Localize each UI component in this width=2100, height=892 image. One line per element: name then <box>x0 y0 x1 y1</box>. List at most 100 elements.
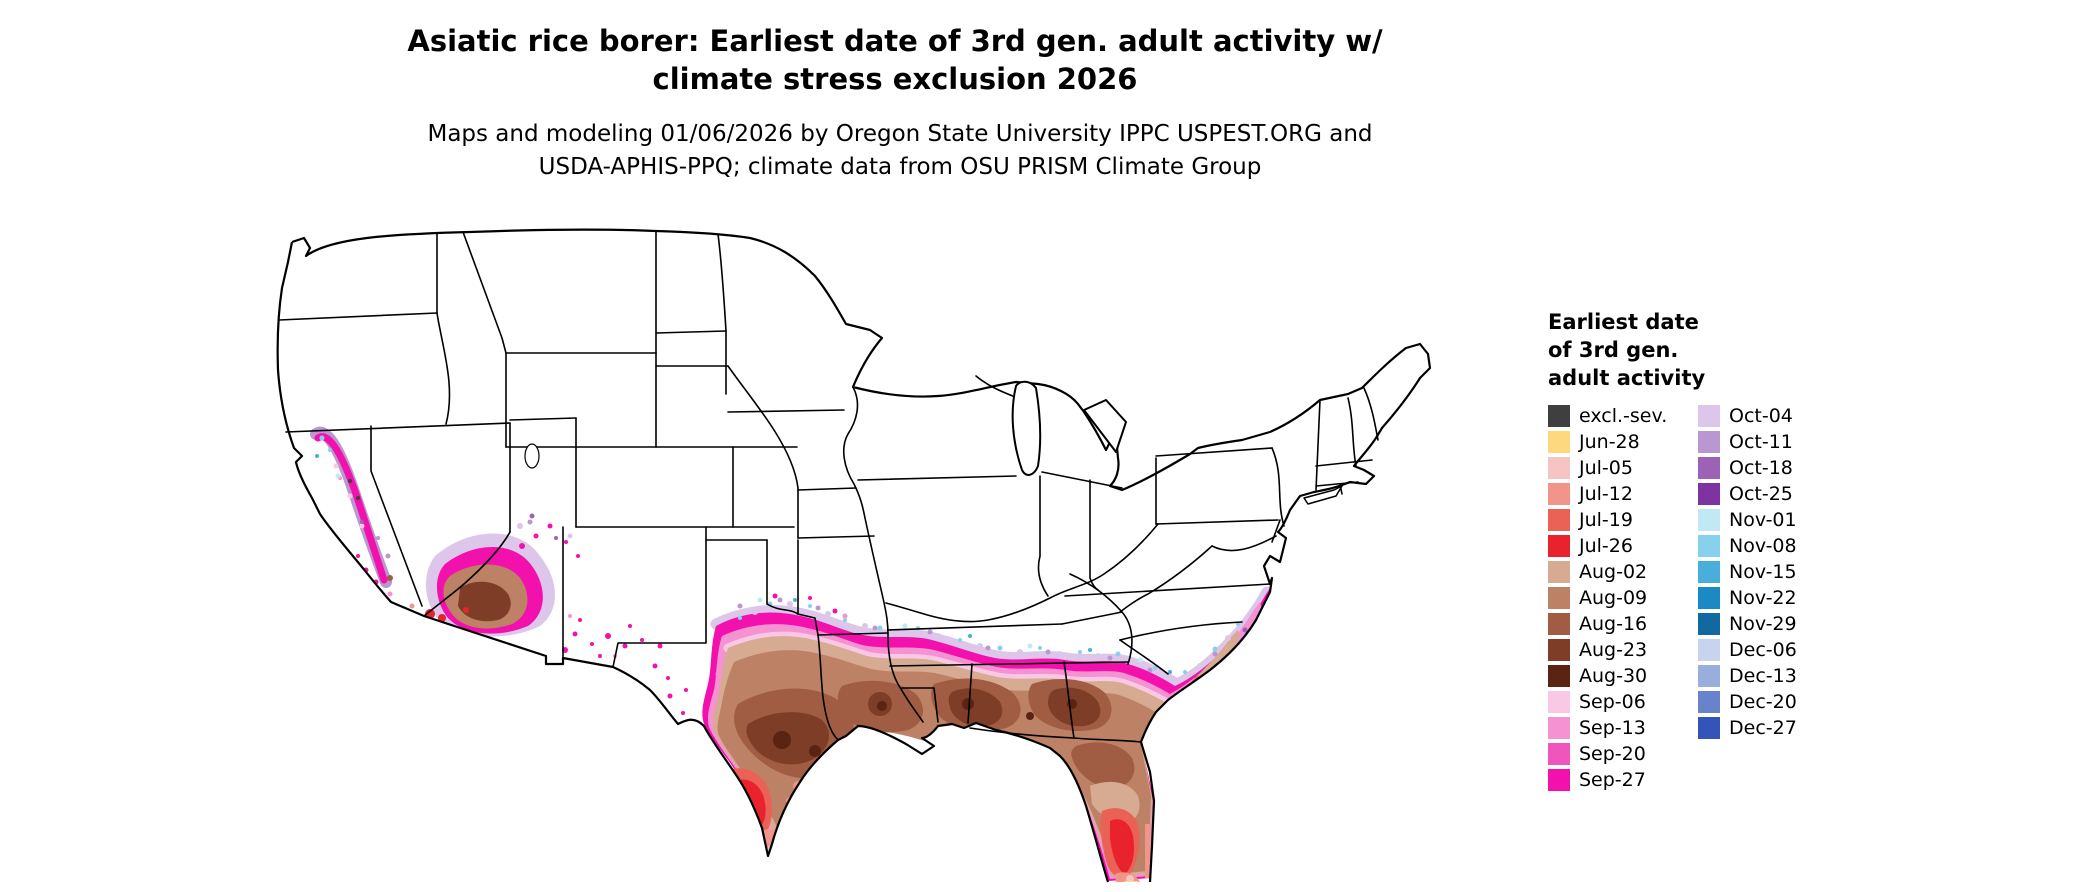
legend-swatch <box>1548 404 1570 427</box>
legend-entry: Jul-05 <box>1548 456 1667 479</box>
speckles-sep13 <box>338 476 848 677</box>
legend-label: Jul-26 <box>1579 534 1633 557</box>
chart-subtitle-line1: Maps and modeling 01/06/2026 by Oregon S… <box>427 121 1373 147</box>
legend-label: Dec-13 <box>1729 664 1797 687</box>
legend-entry: Dec-20 <box>1698 690 1797 713</box>
legend-swatch <box>1548 612 1570 635</box>
legend-swatch <box>1548 560 1570 583</box>
us-map <box>270 226 1540 890</box>
legend-label: Oct-04 <box>1729 404 1793 427</box>
lake-huron <box>1083 399 1127 453</box>
legend-entry: Aug-23 <box>1548 638 1667 661</box>
legend-label: Aug-02 <box>1579 560 1648 583</box>
legend-label: Sep-27 <box>1579 768 1646 791</box>
speckles-excluded <box>348 479 360 500</box>
legend-swatch <box>1548 456 1570 479</box>
legend-label: Oct-25 <box>1729 482 1793 505</box>
legend-entry: Aug-30 <box>1548 664 1667 687</box>
speckles-oct11 <box>376 519 1218 673</box>
zone-aug30-group <box>773 698 1077 757</box>
legend-label: excl.-sev. <box>1579 404 1668 427</box>
us-outline-stroke <box>276 228 1432 883</box>
legend-swatch <box>1698 456 1720 479</box>
chart-subtitle: Maps and modeling 01/06/2026 by Oregon S… <box>0 118 1800 184</box>
legend-label: Nov-29 <box>1729 612 1797 635</box>
legend-swatch <box>1548 664 1570 687</box>
legend-entry: Aug-16 <box>1548 612 1667 635</box>
fringe-oct04-band <box>710 586 1273 691</box>
legend-label: Sep-20 <box>1579 742 1646 765</box>
legend-swatch <box>1548 716 1570 739</box>
legend-swatch <box>1548 638 1570 661</box>
lake-michigan <box>1011 380 1042 476</box>
legend-label: Oct-11 <box>1729 430 1793 453</box>
legend-entry: Sep-20 <box>1548 742 1667 765</box>
legend-entry: Jul-12 <box>1548 482 1667 505</box>
chart-title: Asiatic rice borer: Earliest date of 3rd… <box>0 22 1790 98</box>
legend-label: Aug-09 <box>1579 586 1648 609</box>
model-data-layer <box>310 426 1277 882</box>
long-island <box>1303 485 1343 505</box>
legend-entry: excl.-sev. <box>1548 404 1667 427</box>
legend-entry: Dec-06 <box>1698 638 1797 661</box>
speckles-nov01 <box>335 473 1143 663</box>
legend-title-line1: Earliest date <box>1548 310 1699 334</box>
legend-swatch <box>1548 742 1570 765</box>
chart-title-line2: climate stress exclusion 2026 <box>652 62 1138 96</box>
speckles-oct18 <box>360 513 1248 633</box>
legend-label: Dec-20 <box>1729 690 1797 713</box>
legend-label: Aug-16 <box>1579 612 1648 635</box>
legend-entry: Jul-26 <box>1548 534 1667 557</box>
legend-label: Jul-19 <box>1579 508 1633 531</box>
legend-label: Nov-08 <box>1729 534 1797 557</box>
legend-label: Aug-30 <box>1579 664 1648 687</box>
legend-entry: Sep-13 <box>1548 716 1667 739</box>
legend-swatch <box>1698 638 1720 661</box>
speckles-nov08 <box>319 435 1240 674</box>
legend-swatch <box>1548 430 1570 453</box>
legend-entry: Oct-04 <box>1698 404 1797 427</box>
legend-label: Dec-27 <box>1729 716 1797 739</box>
legend-swatch <box>1548 768 1570 791</box>
chart-subtitle-line2: USDA-APHIS-PPQ; climate data from OSU PR… <box>538 154 1262 180</box>
legend-entry: Nov-15 <box>1698 560 1797 583</box>
legend-entry: Aug-09 <box>1548 586 1667 609</box>
legend-label: Nov-22 <box>1729 586 1797 609</box>
speckles-nov15 <box>315 454 1172 674</box>
legend-title-line2: of 3rd gen. <box>1548 338 1679 362</box>
legend-entry: Oct-25 <box>1698 482 1797 505</box>
legend-entry: Nov-29 <box>1698 612 1797 635</box>
legend-entry: Dec-13 <box>1698 664 1797 687</box>
great-salt-lake <box>524 443 540 469</box>
legend-label: Sep-13 <box>1579 716 1646 739</box>
legend-label: Jun-28 <box>1579 430 1640 453</box>
legend-swatch <box>1698 716 1720 739</box>
us-map-svg <box>276 228 1432 883</box>
legend-entry: Oct-11 <box>1698 430 1797 453</box>
legend-column-1: excl.-sev. Jun-28 Jul-05 Jul-12 Jul-19 Jul-26… <box>1548 404 1667 794</box>
great-lakes <box>524 380 1343 505</box>
arizona-zone <box>409 533 555 637</box>
legend-swatch <box>1698 508 1720 531</box>
legend-title: Earliest date of 3rd gen. adult activity <box>1548 308 1705 392</box>
legend-label: Sep-06 <box>1579 690 1646 713</box>
legend-swatch <box>1698 664 1720 687</box>
speckles-sep27 <box>356 523 838 761</box>
legend-label: Nov-15 <box>1729 560 1797 583</box>
legend-swatch <box>1698 612 1720 635</box>
legend-swatch <box>1548 482 1570 505</box>
legend-entry: Nov-22 <box>1698 586 1797 609</box>
legend-swatch <box>1698 690 1720 713</box>
legend-entry: Jul-19 <box>1548 508 1667 531</box>
legend-swatch <box>1698 560 1720 583</box>
legend-swatch <box>1698 534 1720 557</box>
legend-entry: Jun-28 <box>1548 430 1667 453</box>
chart-title-line1: Asiatic rice borer: Earliest date of 3rd… <box>407 24 1383 58</box>
legend-swatch <box>1548 586 1570 609</box>
legend-swatch <box>1548 534 1570 557</box>
legend-entry: Sep-06 <box>1548 690 1667 713</box>
legend-swatch <box>1698 482 1720 505</box>
legend-entry: Aug-02 <box>1548 560 1667 583</box>
legend-label: Dec-06 <box>1729 638 1797 661</box>
